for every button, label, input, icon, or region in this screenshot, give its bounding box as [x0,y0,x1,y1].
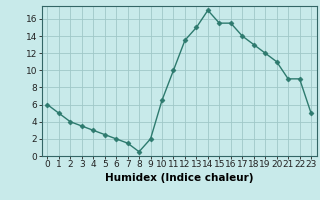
X-axis label: Humidex (Indice chaleur): Humidex (Indice chaleur) [105,173,253,183]
